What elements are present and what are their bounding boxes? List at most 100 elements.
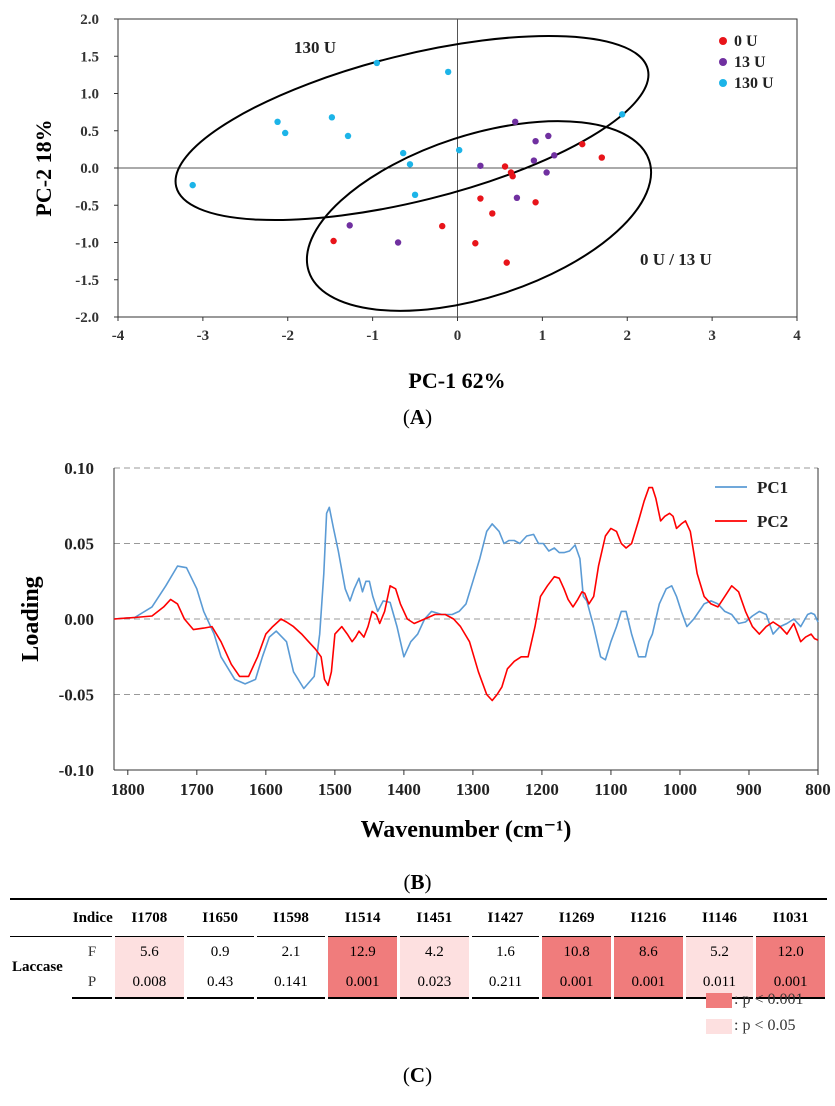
series-line-pc1 [113,506,819,690]
data-point [455,146,463,154]
x-tick-label: 1100 [594,780,627,799]
data-point [399,149,407,157]
column-header [10,899,72,937]
y-tick-label: -1.5 [75,273,99,289]
table-cell: 0.211 [468,967,543,999]
legend-swatch-weak [706,1018,732,1034]
y-tick-label: 1.0 [80,87,99,103]
y-tick-label: 0.00 [64,610,94,629]
data-point [532,199,539,206]
data-point [543,169,550,176]
table-cell: 0.008 [112,967,187,999]
panel-label-a: (A) [402,405,433,429]
stat-label: P [72,967,114,999]
y-axis-label: PC-2 18% [31,119,56,216]
table-row-p: P 0.008 0.43 0.141 0.001 0.023 0.211 0.001 0.001… [10,967,828,999]
x-tick-label: 1800 [111,780,145,799]
column-header: I1451 [398,899,471,937]
data-point [545,132,552,140]
legend-label-weak: : p < 0.05 [734,1017,796,1034]
data-point [189,181,196,189]
data-point [530,157,538,164]
data-point [551,152,558,159]
stat-label: F [72,936,114,967]
x-tick-label: -4 [112,328,125,344]
y-axis-label: Loading [18,576,44,661]
column-header: I1146 [684,899,755,937]
data-point [513,194,521,201]
data-point [394,239,402,246]
loading-plot: 0.10 0.05 0.00 -0.05 -0.10 1800 1700 1600 1500 1… [18,459,831,843]
x-tick-label: 900 [736,780,762,799]
x-tick-label: 1600 [249,780,283,799]
legend-strong: : p < 0.001 [706,991,803,1009]
legend-marker [719,58,727,66]
column-header: I1514 [326,899,399,937]
legend-swatch-strong [706,992,732,1008]
column-header: I1598 [255,899,327,937]
column-header: Indice [72,899,114,937]
table-cell: 0.001 [610,967,686,999]
x-tick-label: -1 [366,328,379,344]
group-label: Laccase [10,936,72,998]
x-tick-label: 4 [793,328,801,344]
data-point [477,195,484,202]
y-tick-label: 2.0 [80,12,99,28]
x-tick-label: 1500 [318,780,352,799]
y-tick-label: 0.5 [80,124,99,140]
data-point [373,59,381,67]
table-cell: 0.001 [539,967,614,999]
data-point [411,191,419,199]
x-tick-label: 0 [454,328,462,344]
x-tick-label: -3 [197,328,210,344]
table-cell: 4.2 [396,936,472,967]
data-point [579,140,586,148]
x-tick-label: 800 [805,780,831,799]
x-tick-label: 1200 [525,780,559,799]
annotation-130u: 130 U [294,38,336,57]
data-point [330,237,337,245]
cluster-ellipse-0u-13u [305,120,653,312]
table-cell: 10.8 [539,936,614,967]
data-point [472,240,479,247]
y-tick-label: 1.5 [80,49,99,65]
table-cell: 8.6 [610,936,686,967]
y-tick-label: -0.5 [75,198,99,214]
x-tick-label: 2 [624,328,632,344]
y-tick-label: -0.05 [59,686,94,705]
legend-label: 13 U [734,54,766,71]
y-tick-label: -1.0 [75,236,99,252]
cluster-ellipse-130u [174,34,650,222]
x-axis-label: PC-1 62% [408,368,505,393]
legend-marker [719,37,727,45]
table-row-f: Laccase F 5.6 0.9 2.1 12.9 4.2 1.6 10.8 8.6 5.2 12… [10,936,828,998]
x-tick-label: 1400 [387,780,421,799]
y-tick-label: 0.10 [64,459,94,478]
data-point [512,118,519,126]
y-tick-label: 0.05 [64,535,94,554]
data-point [598,154,605,161]
anova-table: Indice I1708 I1650 I1598 I1514 I1451 I1427 I126… [10,898,828,999]
table-cell: 5.6 [112,936,187,967]
column-header: I1427 [470,899,541,937]
data-point [503,259,510,266]
annotation-0u-13u: 0 U / 13 U [640,250,712,269]
data-point [274,118,281,126]
data-point [328,114,336,121]
series-line-pc2 [113,486,819,702]
x-tick-label: 1300 [456,780,490,799]
data-point [489,210,496,217]
table-cell: 0.023 [396,967,472,999]
column-header: I1269 [540,899,613,937]
legend-weak: : p < 0.05 [706,1017,795,1035]
x-tick-label: 1000 [663,780,697,799]
x-tick-label: 1 [539,328,547,344]
table-cell: 1.6 [468,936,543,967]
data-point [444,68,452,76]
table-cell: 0.43 [183,967,257,999]
data-point [532,137,539,145]
data-point [344,132,352,140]
column-header: I1216 [612,899,685,937]
x-tick-label: 1700 [180,780,214,799]
y-tick-label: -2.0 [75,310,99,326]
